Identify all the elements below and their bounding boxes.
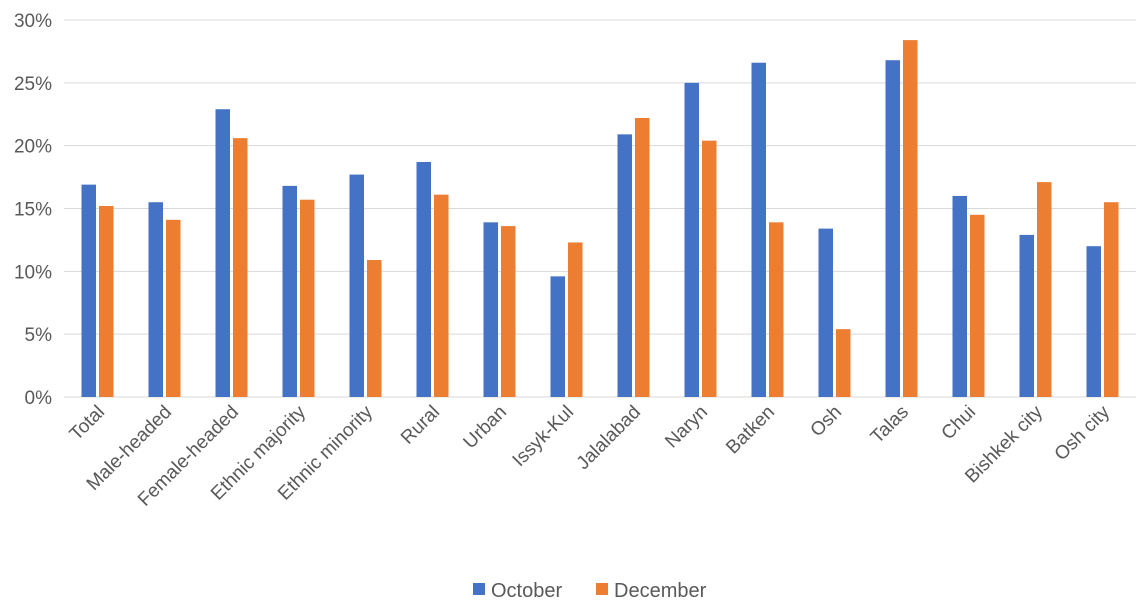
bar-october: [1019, 234, 1034, 397]
bar-october: [818, 228, 833, 397]
x-tick-label: Chui: [938, 402, 980, 444]
bar-december: [434, 194, 449, 397]
bar-december: [769, 222, 784, 397]
x-tick-label: Osh city: [1051, 401, 1115, 465]
x-tick-label: Naryn: [661, 402, 712, 453]
bar-december: [367, 260, 382, 397]
x-tick-label: Talas: [867, 402, 913, 448]
legend-swatch-october: [473, 583, 485, 595]
bar-october: [617, 134, 632, 397]
bar-october: [282, 185, 297, 397]
legend: October December: [473, 580, 707, 600]
x-tick-label: Osh: [807, 402, 846, 441]
x-tick-label: Batken: [722, 402, 779, 459]
bar-october: [416, 162, 431, 397]
y-tick-label: 30%: [14, 11, 52, 32]
x-tick-label: Total: [66, 402, 109, 445]
bar-december: [99, 205, 114, 397]
bar-december: [166, 219, 181, 397]
bar-october: [215, 109, 230, 398]
bar-october: [885, 60, 900, 398]
legend-label-october: October: [491, 580, 562, 600]
bar-december: [233, 138, 248, 398]
bar-october: [81, 184, 96, 397]
bar-december: [970, 214, 985, 397]
legend-swatch-december: [596, 583, 608, 595]
y-tick-label: 15%: [14, 200, 52, 221]
bar-december: [836, 329, 851, 397]
y-tick-label: 20%: [14, 137, 52, 158]
x-tick-label: Jalalabad: [573, 402, 645, 474]
x-tick-label: Urban: [460, 402, 511, 453]
bar-october: [684, 82, 699, 397]
y-tick-label: 25%: [14, 74, 52, 95]
bar-october: [751, 62, 766, 398]
x-tick-label: Rural: [397, 402, 444, 449]
bars: [81, 40, 1119, 398]
bar-december: [1037, 182, 1052, 397]
bar-october: [483, 222, 498, 397]
y-tick-label: 10%: [14, 262, 52, 283]
y-tick-label: 0%: [25, 388, 53, 409]
x-tick-label: Issyk-Kul: [509, 402, 578, 471]
y-axis-ticks: 0% 5% 10% 15% 20% 25% 30%: [14, 11, 52, 409]
bar-december: [702, 140, 717, 397]
bar-december: [903, 40, 918, 398]
bar-october: [952, 195, 967, 397]
y-tick-label: 5%: [25, 325, 53, 346]
bar-december: [635, 118, 650, 398]
bar-december: [568, 242, 583, 397]
bar-december: [300, 199, 315, 397]
bar-october: [1086, 246, 1101, 397]
legend-label-december: December: [614, 580, 707, 600]
bar-october: [550, 276, 565, 397]
bar-october: [148, 202, 163, 397]
bar-december: [501, 226, 516, 397]
bar-december: [1104, 202, 1119, 397]
bar-october: [349, 174, 364, 397]
